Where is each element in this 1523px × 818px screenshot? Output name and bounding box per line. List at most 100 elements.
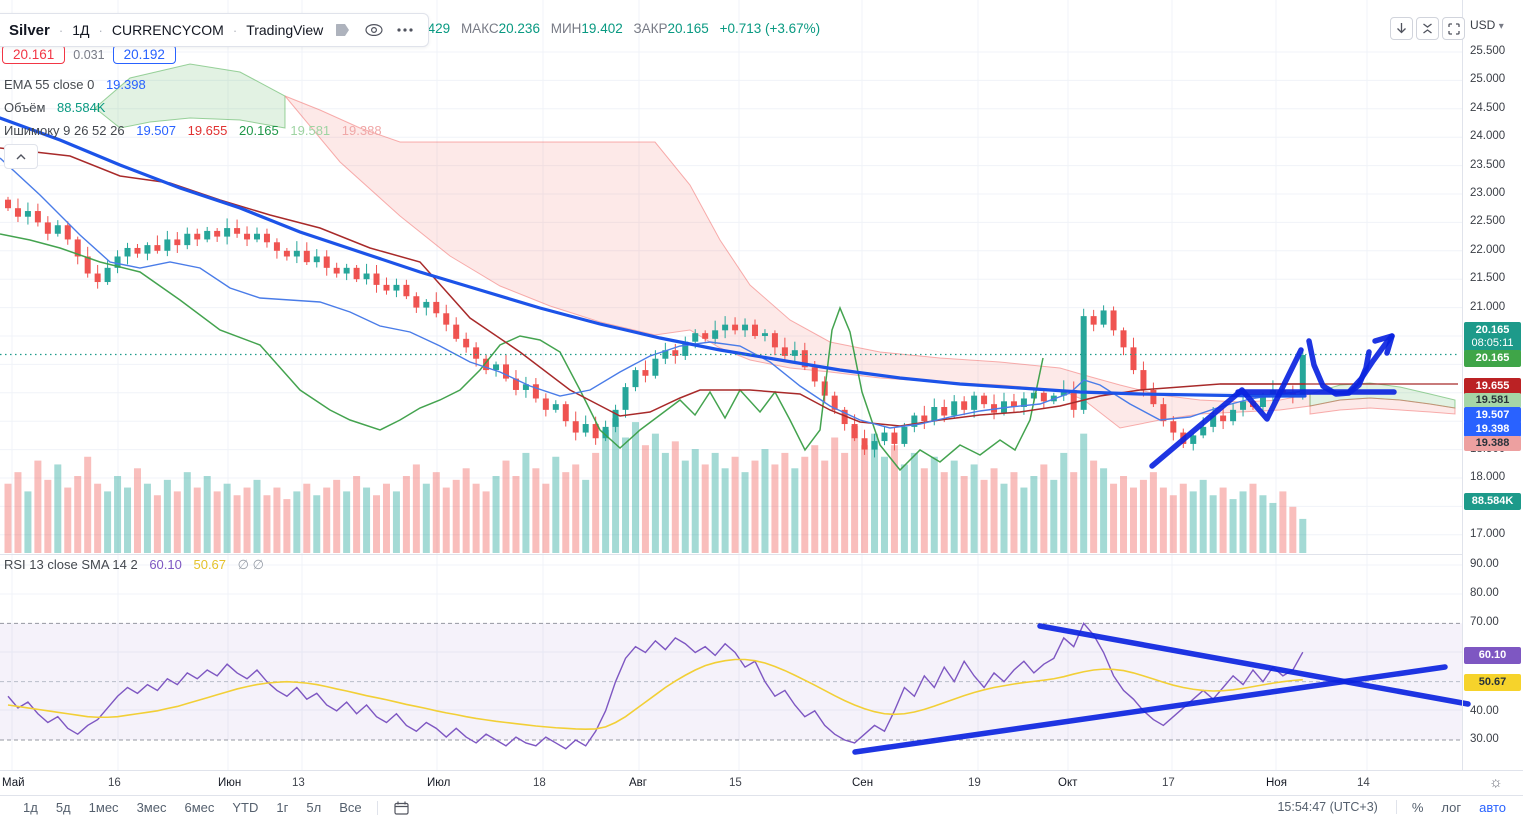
symbol-title-panel[interactable]: Silver · 1Д · CURRENCYCOM · TradingView bbox=[0, 13, 430, 47]
candle bbox=[74, 239, 81, 257]
scroll-to-latest-button[interactable] bbox=[1390, 17, 1413, 40]
candle bbox=[851, 424, 858, 439]
symbol-name[interactable]: Silver bbox=[9, 21, 50, 39]
candle bbox=[503, 364, 509, 379]
candle bbox=[94, 273, 101, 283]
buy-button[interactable]: 20.192 bbox=[112, 45, 176, 64]
range-button-3мес[interactable]: 3мес bbox=[136, 800, 167, 815]
sell-button[interactable]: 20.161 bbox=[2, 45, 66, 64]
range-button-Все[interactable]: Все bbox=[339, 800, 362, 815]
volume-legend[interactable]: Объём 88.584K bbox=[4, 100, 105, 115]
rsi-legend[interactable]: RSI 13 close SMA 14 2 60.10 50.67 ∅ ∅ bbox=[4, 557, 264, 573]
currency-label: USD bbox=[1470, 18, 1496, 32]
time-axis-label: Ноя bbox=[1266, 777, 1287, 789]
ema-value: 19.398 bbox=[105, 77, 146, 92]
percent-scale-button[interactable]: % bbox=[1411, 799, 1424, 815]
candle bbox=[901, 426, 908, 444]
trend-annotation[interactable] bbox=[852, 664, 1448, 755]
ichimoku-chikou-value: 20.165 bbox=[239, 123, 279, 138]
price-badge-60.10: 60.10 bbox=[1464, 647, 1521, 664]
clock-label[interactable]: 15:54:47 (UTC+3) bbox=[1277, 800, 1378, 814]
ichimoku-kijun-value: 19.655 bbox=[187, 123, 228, 138]
trend-annotation[interactable] bbox=[1037, 623, 1471, 707]
price-axis-label: 23.000 bbox=[1470, 187, 1506, 199]
candle bbox=[114, 256, 121, 268]
candle bbox=[443, 313, 450, 325]
collapse-legend-button[interactable] bbox=[4, 144, 38, 169]
range-button-5д[interactable]: 5д bbox=[55, 800, 71, 815]
quote-row: 20.161 0.031 20.192 bbox=[2, 45, 176, 64]
drawn-annotations[interactable] bbox=[852, 333, 1471, 755]
restore-pane-button[interactable] bbox=[1416, 17, 1439, 40]
range-button-1г[interactable]: 1г bbox=[276, 800, 289, 815]
price-chart-canvas[interactable] bbox=[0, 0, 1523, 770]
range-button-YTD[interactable]: YTD bbox=[232, 800, 259, 815]
candle bbox=[124, 247, 131, 257]
candle bbox=[512, 378, 519, 390]
candle bbox=[1190, 435, 1197, 444]
candle bbox=[224, 228, 231, 237]
candle bbox=[911, 415, 918, 427]
currency-selector[interactable]: USD ▾ bbox=[1470, 18, 1504, 32]
rsi-axis-label: 70.00 bbox=[1470, 616, 1499, 628]
trend-annotation[interactable] bbox=[1384, 333, 1395, 356]
candle bbox=[1120, 330, 1127, 348]
log-scale-button[interactable]: лог bbox=[1441, 799, 1462, 815]
candle bbox=[353, 267, 360, 280]
candle bbox=[393, 284, 400, 291]
price-axis-label: 25.000 bbox=[1470, 73, 1506, 85]
price-axis-label: 21.000 bbox=[1470, 301, 1506, 313]
candle bbox=[572, 421, 579, 433]
logo-flag-icon[interactable] bbox=[332, 19, 354, 41]
candle bbox=[1259, 395, 1266, 407]
candle bbox=[622, 387, 629, 410]
time-axis-label: Сен bbox=[852, 777, 874, 789]
close-value: 20.165 bbox=[667, 21, 709, 36]
trend-annotation[interactable] bbox=[1347, 334, 1394, 394]
candle bbox=[1210, 415, 1217, 427]
ichimoku-senkou-a-value: 19.581 bbox=[290, 123, 331, 138]
range-button-1мес[interactable]: 1мес bbox=[88, 800, 119, 815]
ichimoku-label: Ишимоку 9 26 52 26 bbox=[4, 123, 125, 138]
range-button-1д[interactable]: 1д bbox=[23, 800, 38, 815]
candle bbox=[991, 404, 998, 413]
interval-label[interactable]: 1Д bbox=[72, 22, 90, 38]
fullscreen-button[interactable] bbox=[1442, 17, 1465, 40]
time-axis-label: 14 bbox=[1357, 777, 1370, 789]
go-to-date-button[interactable] bbox=[384, 801, 419, 815]
trend-annotation[interactable] bbox=[1149, 347, 1304, 469]
time-axis[interactable]: Май 16 Июн 13 Июл 18 Авг 15 Сен 19 Окт 17 Ноя 14 ☼ bbox=[0, 770, 1523, 796]
candle bbox=[1240, 401, 1247, 410]
candle bbox=[283, 250, 290, 257]
range-button-6мес[interactable]: 6мес bbox=[184, 800, 215, 815]
price-badge-20.165: 20.165 bbox=[1464, 350, 1521, 367]
candle bbox=[5, 199, 11, 209]
time-axis-label: Окт bbox=[1058, 777, 1078, 789]
sun-icon[interactable]: ☼ bbox=[1489, 774, 1503, 791]
candle bbox=[303, 250, 310, 263]
candle bbox=[1090, 316, 1097, 325]
volume-value: 88.584K bbox=[57, 100, 106, 115]
range-button-5л[interactable]: 5л bbox=[306, 800, 322, 815]
candle bbox=[562, 404, 569, 422]
auto-scale-button[interactable]: авто bbox=[1479, 799, 1506, 815]
ichimoku-legend[interactable]: Ишимоку 9 26 52 26 19.507 19.655 20.165 … bbox=[4, 123, 382, 138]
rsi-suffix: ∅ ∅ bbox=[237, 557, 264, 572]
time-axis-label: Авг bbox=[629, 777, 647, 789]
eye-icon[interactable] bbox=[363, 19, 385, 41]
price-axis-label: 22.000 bbox=[1470, 244, 1506, 256]
candle bbox=[1110, 310, 1117, 331]
candle bbox=[1150, 389, 1157, 405]
close-label: ЗАКР bbox=[633, 21, 668, 36]
candle bbox=[234, 228, 241, 234]
ichimoku-senkou-b-value: 19.388 bbox=[341, 123, 382, 138]
price-axis-label: 18.000 bbox=[1470, 471, 1506, 483]
candle bbox=[1200, 426, 1207, 436]
ema-legend[interactable]: EMA 55 close 0 19.398 bbox=[4, 77, 146, 92]
candle bbox=[44, 222, 51, 234]
more-options-icon[interactable] bbox=[394, 19, 416, 41]
candle bbox=[134, 247, 141, 254]
candle bbox=[1160, 404, 1167, 422]
candle bbox=[273, 242, 280, 251]
candle bbox=[871, 441, 878, 450]
